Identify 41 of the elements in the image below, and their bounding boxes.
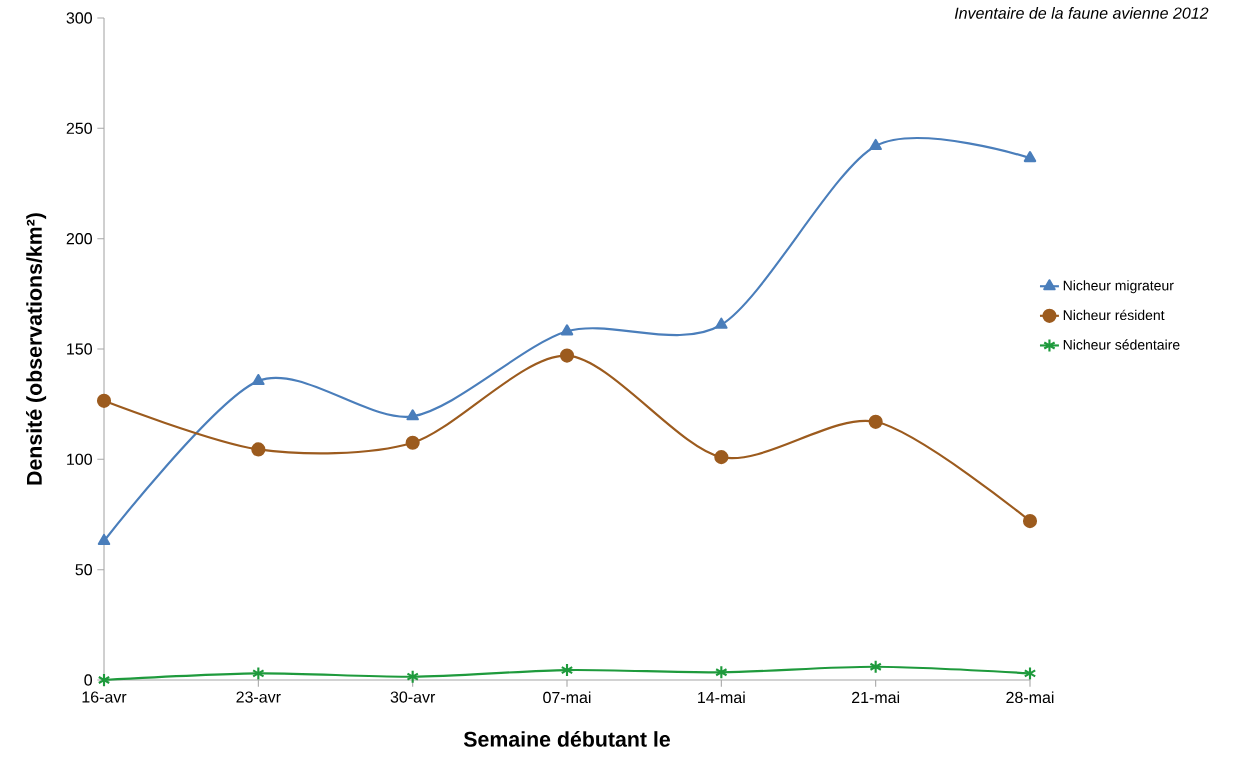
y-tick-label: 300 xyxy=(66,12,92,24)
point xyxy=(252,666,265,681)
y-tick-label: 0 xyxy=(84,674,93,686)
y-tick-label: 50 xyxy=(75,564,93,576)
x-tick-label: 23-avr xyxy=(236,691,281,703)
point xyxy=(559,348,575,363)
x-tick-label: 14-mai xyxy=(698,691,745,704)
point xyxy=(714,450,729,465)
point xyxy=(869,138,882,151)
point xyxy=(406,409,419,421)
y-tick-label: 150 xyxy=(67,343,92,355)
point xyxy=(715,665,728,680)
legend-label: Nicheur sédentaire xyxy=(1063,339,1180,350)
point xyxy=(252,373,265,386)
x-tick-label: 21-mai xyxy=(852,691,900,704)
legend-label: Nicheur résident xyxy=(1063,309,1165,321)
point xyxy=(405,435,420,450)
point xyxy=(97,533,111,546)
x-tick-label: 28-mai xyxy=(1006,691,1054,704)
x-axis-title: Semaine débutant le xyxy=(463,730,670,747)
point xyxy=(1023,151,1037,163)
point xyxy=(96,393,112,408)
x-tick-label: 30-avr xyxy=(390,691,436,703)
x-tick-label: 07-mai xyxy=(543,691,591,704)
point xyxy=(869,659,882,674)
y-tick-label: 250 xyxy=(66,122,92,134)
y-tick-label: 100 xyxy=(67,453,92,465)
point xyxy=(97,672,111,688)
point xyxy=(868,414,883,429)
point xyxy=(715,317,728,329)
point xyxy=(1023,666,1037,681)
legend-label: Nicheur migrateur xyxy=(1063,280,1174,294)
y-axis-title: Densité (observations/km²) xyxy=(26,213,47,485)
point xyxy=(251,442,266,457)
x-tick-label: 16-avr xyxy=(82,691,127,703)
point xyxy=(560,663,574,678)
point xyxy=(406,669,419,684)
y-tick-label: 200 xyxy=(66,233,92,245)
annotation: Inventaire de la faune avienne 2012 xyxy=(954,7,1209,19)
point xyxy=(1022,514,1038,529)
point xyxy=(560,324,574,336)
